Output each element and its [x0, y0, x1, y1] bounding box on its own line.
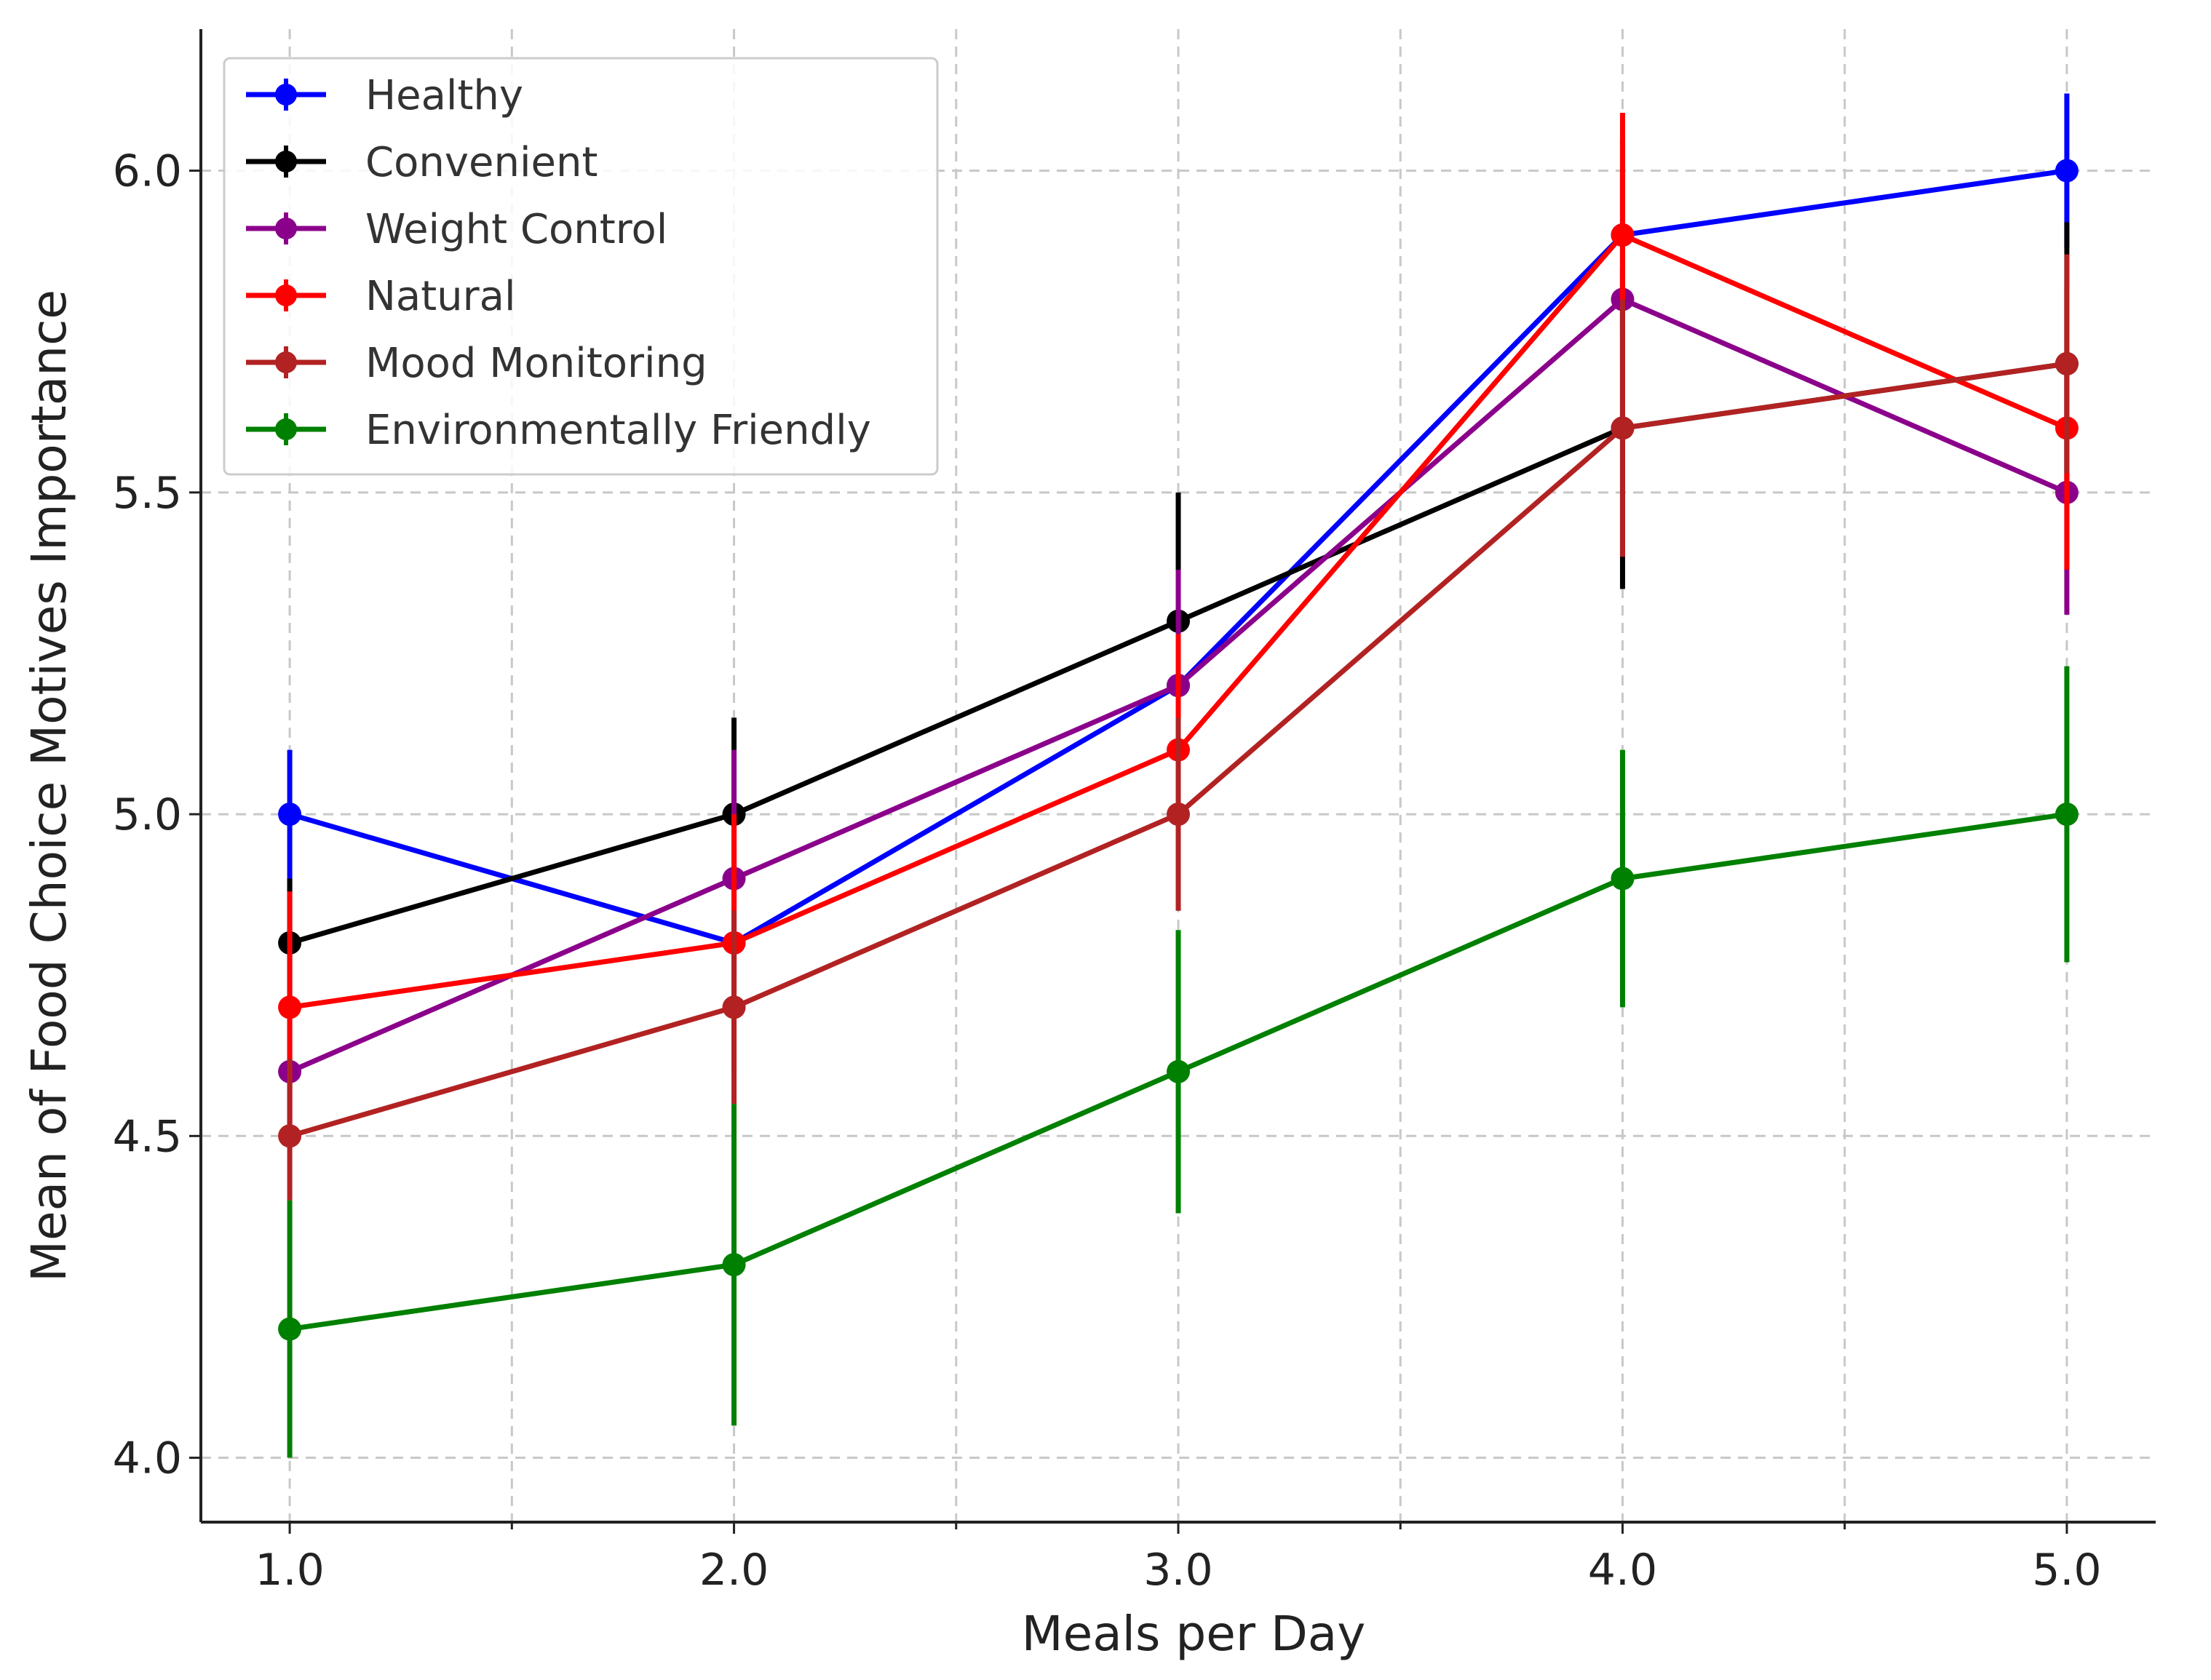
series-group: [278, 93, 2079, 1458]
x-tick-label: 3.0: [1143, 1545, 1212, 1596]
legend-entry: Natural: [246, 273, 516, 320]
legend-label: Natural: [365, 273, 516, 320]
y-tick-label: 5.0: [113, 789, 182, 840]
x-tick-label: 1.0: [255, 1545, 324, 1596]
y-tick-label: 6.0: [113, 146, 182, 197]
data-point: [278, 803, 302, 827]
axes: 1.0 2.0 3.0 4.0 5.0 4.0 4.5 5.0 5.5 6.0: [113, 29, 2156, 1596]
legend-entry: Weight Control: [246, 206, 667, 253]
x-tick-label: 2.0: [699, 1545, 769, 1596]
legend-entry: Mood Monitoring: [246, 340, 707, 387]
legend-label: Convenient: [365, 139, 598, 186]
legend-entry: Environmentally Friendly: [246, 407, 871, 454]
data-point: [1611, 223, 1635, 247]
y-tick-label: 4.5: [113, 1111, 182, 1162]
data-point: [2055, 159, 2079, 183]
x-axis-title: Meals per Day: [1022, 1606, 1366, 1662]
legend-marker: [275, 351, 297, 373]
data-point: [722, 995, 746, 1019]
legend-marker: [275, 218, 297, 239]
legend-marker: [275, 84, 297, 106]
legend-marker: [275, 151, 297, 172]
data-point: [278, 1317, 302, 1341]
legend-frame: [223, 57, 939, 476]
data-point: [1167, 803, 1190, 827]
data-point: [722, 1253, 746, 1277]
legend-entry: Healthy: [246, 72, 523, 119]
y-tick-label: 5.5: [113, 468, 182, 519]
data-point: [1167, 1059, 1190, 1083]
legend-marker: [275, 418, 297, 440]
legend-label: Weight Control: [365, 206, 667, 253]
series-mood-monitoring: [278, 254, 2079, 1201]
x-tick-label: 4.0: [1588, 1545, 1657, 1596]
data-point: [2055, 803, 2079, 827]
legend-label: Environmentally Friendly: [365, 407, 871, 454]
legend-marker: [275, 284, 297, 306]
legend-label: Mood Monitoring: [365, 340, 707, 387]
data-point: [278, 995, 302, 1019]
y-tick-label: 4.0: [113, 1433, 182, 1484]
series-environmentally-friendly: [278, 666, 2079, 1458]
legend: Healthy Convenient Weight Control Natural Mo…: [223, 57, 939, 476]
data-point: [1611, 867, 1635, 891]
legend-entry: Convenient: [246, 139, 598, 186]
data-point: [278, 1124, 302, 1148]
data-point: [2055, 351, 2079, 375]
data-point: [1611, 416, 1635, 440]
x-tick-label: 5.0: [2032, 1545, 2101, 1596]
y-axis-title: Mean of Food Choice Motives Importance: [21, 290, 77, 1282]
legend-label: Healthy: [365, 72, 523, 119]
